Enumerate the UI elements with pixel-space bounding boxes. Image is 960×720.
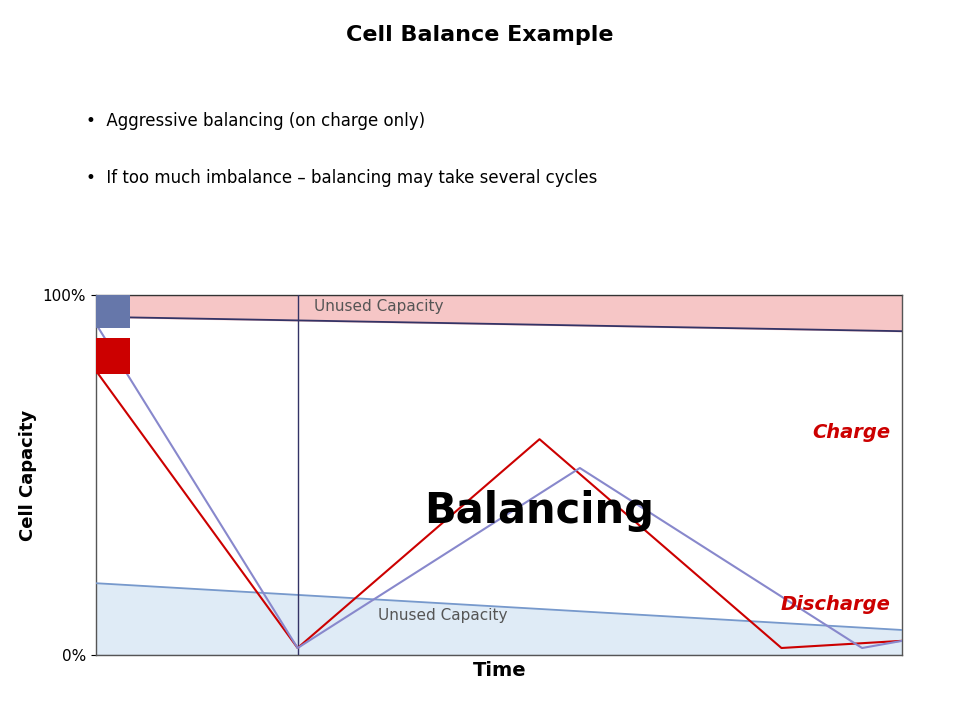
Text: Balancing: Balancing (424, 490, 655, 532)
Text: Unused Capacity: Unused Capacity (314, 299, 444, 313)
Text: •  If too much imbalance – balancing may take several cycles: • If too much imbalance – balancing may … (86, 169, 598, 187)
Text: Unused Capacity: Unused Capacity (378, 608, 508, 623)
Text: Cell Balance Example: Cell Balance Example (347, 25, 613, 45)
Text: Charge: Charge (812, 423, 890, 441)
Bar (96, 295, 130, 328)
Bar (96, 338, 130, 374)
Y-axis label: Cell Capacity: Cell Capacity (19, 410, 37, 541)
Text: Discharge: Discharge (780, 595, 890, 614)
Text: •  Aggressive balancing (on charge only): • Aggressive balancing (on charge only) (86, 112, 425, 130)
X-axis label: Time: Time (472, 661, 526, 680)
